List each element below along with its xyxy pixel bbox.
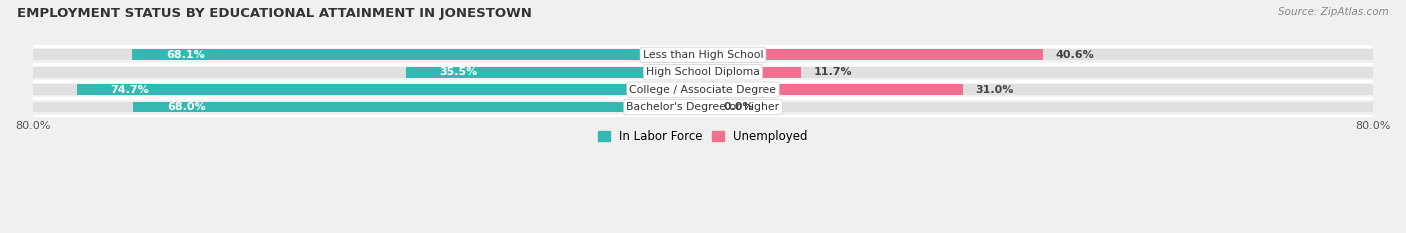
Text: 74.7%: 74.7% <box>111 85 149 95</box>
Text: Bachelor's Degree or higher: Bachelor's Degree or higher <box>627 102 779 112</box>
Bar <box>703 67 801 78</box>
Text: 11.7%: 11.7% <box>814 67 852 77</box>
Text: Source: ZipAtlas.com: Source: ZipAtlas.com <box>1278 7 1389 17</box>
Text: 0.0%: 0.0% <box>724 102 755 112</box>
Bar <box>405 67 703 78</box>
Bar <box>132 49 703 60</box>
Text: 40.6%: 40.6% <box>1056 50 1094 60</box>
Bar <box>703 67 1374 78</box>
Text: 31.0%: 31.0% <box>976 85 1014 95</box>
Bar <box>703 49 1374 60</box>
Text: EMPLOYMENT STATUS BY EDUCATIONAL ATTAINMENT IN JONESTOWN: EMPLOYMENT STATUS BY EDUCATIONAL ATTAINM… <box>17 7 531 20</box>
Bar <box>134 102 703 113</box>
Bar <box>77 84 703 95</box>
Bar <box>703 84 1374 95</box>
Text: 68.0%: 68.0% <box>167 102 205 112</box>
Text: Less than High School: Less than High School <box>643 50 763 60</box>
Text: 68.1%: 68.1% <box>166 50 205 60</box>
Text: 35.5%: 35.5% <box>439 67 477 77</box>
Bar <box>32 102 703 113</box>
Bar <box>32 67 703 78</box>
Bar <box>703 102 724 113</box>
Bar <box>703 102 1374 113</box>
Bar <box>32 49 703 60</box>
Bar <box>32 84 703 95</box>
Bar <box>703 49 1043 60</box>
Text: High School Diploma: High School Diploma <box>647 67 759 77</box>
Text: College / Associate Degree: College / Associate Degree <box>630 85 776 95</box>
Bar <box>703 84 963 95</box>
Legend: In Labor Force, Unemployed: In Labor Force, Unemployed <box>593 125 813 148</box>
